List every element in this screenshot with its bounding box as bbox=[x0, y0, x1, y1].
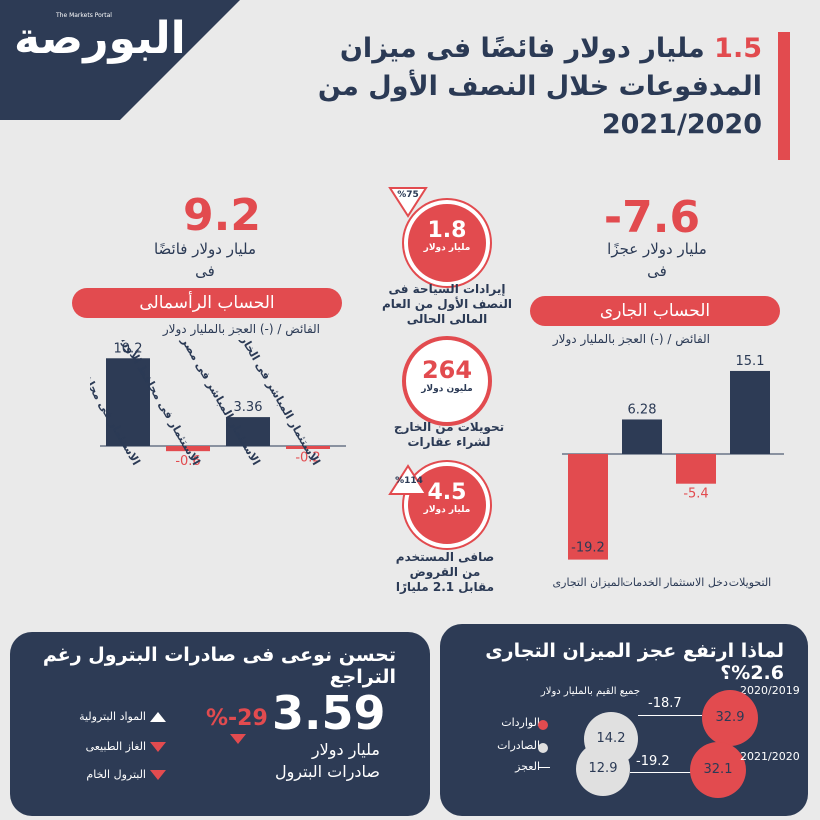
bar-value-label-2: -5.4 bbox=[683, 487, 708, 502]
petroleum-unit: مليار دولار bbox=[311, 740, 380, 759]
bar-value-label-0: 10.2 bbox=[114, 341, 143, 356]
deficit-value-2: -19.2 bbox=[636, 754, 670, 769]
logo-corner bbox=[0, 0, 240, 120]
bar-2 bbox=[676, 454, 716, 484]
remit-circle: 264 مليون دولار bbox=[402, 336, 492, 426]
bar-0 bbox=[568, 454, 608, 560]
remit-value: 264 bbox=[421, 356, 473, 384]
current-label-in: فى bbox=[647, 262, 667, 280]
bar-0 bbox=[106, 358, 150, 446]
capital-big-value: 9.2 bbox=[183, 190, 261, 241]
legend-down-icon bbox=[150, 742, 166, 752]
tourism-circle: 1.8 مليار دولار bbox=[404, 200, 490, 286]
headline-accent-bar bbox=[778, 32, 790, 160]
capital-label-in: فى bbox=[195, 262, 215, 280]
deficit-value-1: -18.7 bbox=[648, 696, 682, 711]
bar-value-label-1: 6.28 bbox=[628, 402, 657, 417]
petroleum-value: 3.59 bbox=[272, 686, 386, 740]
tourism-up-badge bbox=[388, 187, 428, 218]
loans-badge-text: %114 bbox=[395, 476, 423, 486]
bar-value-label-2: 3.36 bbox=[234, 400, 263, 415]
remit-caption: تحويلات من الخارج لشراء عقارات bbox=[393, 420, 505, 449]
deficit-line-1 bbox=[638, 715, 702, 716]
current-chart: -19.2 الميزان التجارى 6.28 الخدمات -5.4 دخل ا… bbox=[553, 354, 784, 589]
bar-value-label-3: -0.2 bbox=[295, 451, 320, 466]
legend-crude-oil: البترول الخام bbox=[86, 768, 146, 781]
bar-2 bbox=[226, 417, 270, 446]
legend-deficit-line bbox=[538, 767, 550, 768]
trade-year-1: 2020/2019 bbox=[740, 684, 800, 697]
tourism-unit: مليار دولار bbox=[423, 243, 471, 253]
trade-panel: لماذا ارتفع عجز الميزان التجارى 2.6%؟ 20… bbox=[440, 624, 808, 816]
bar-3 bbox=[730, 370, 770, 454]
bar-3 bbox=[286, 446, 330, 449]
exports-circle-2: 12.9 bbox=[576, 742, 630, 796]
petroleum-panel: تحسن نوعى فى صادرات البترول رغم التراجع … bbox=[10, 632, 430, 816]
deficit-line-2 bbox=[630, 772, 694, 773]
loans-circle: 4.5 مليار دولار bbox=[404, 462, 490, 548]
bar-1 bbox=[622, 419, 662, 454]
legend-petroleum-products: المواد البترولية bbox=[79, 710, 146, 723]
legend-exports: الصادرات bbox=[497, 739, 540, 752]
trade-year-2: 2021/2020 bbox=[740, 750, 800, 763]
tourism-caption: إيرادات السياحة فى النصف الأول من العام … bbox=[381, 282, 512, 326]
loans-up-badge bbox=[388, 464, 428, 495]
headline-number: 1.5 bbox=[714, 33, 762, 64]
bar-value-label-1: -0.6 bbox=[175, 454, 200, 469]
remit-unit: مليون دولار bbox=[421, 384, 473, 394]
imports-circle-1: 32.9 bbox=[702, 690, 758, 746]
tourism-badge-text: %75 bbox=[397, 190, 419, 200]
capital-axis-note: الفائض / (-) العجز بالمليار دولار bbox=[162, 322, 320, 336]
current-big-value: -7.6 bbox=[603, 192, 701, 243]
legend-down-icon-2 bbox=[150, 770, 166, 780]
bar-1 bbox=[166, 446, 210, 452]
trade-title: لماذا ارتفع عجز الميزان التجارى 2.6%؟ bbox=[485, 640, 784, 684]
bar-value-label-0: -19.2 bbox=[571, 541, 605, 556]
logo[interactable]: البورصة bbox=[14, 13, 187, 64]
trade-note: جميع القيم بالمليار دولار bbox=[540, 686, 640, 697]
category-label-1: الخدمات bbox=[623, 576, 662, 589]
legend-natural-gas: الغاز الطبيعى bbox=[85, 740, 146, 753]
legend-imports-dot bbox=[538, 720, 548, 730]
petroleum-change: %-29 bbox=[206, 706, 268, 731]
petroleum-down-icon bbox=[230, 734, 246, 744]
tourism-value: 1.8 bbox=[427, 218, 467, 243]
category-label-3: التحويلات bbox=[729, 576, 772, 589]
current-label: مليار دولار عجزًا bbox=[607, 240, 707, 258]
logo-tagline: The Markets Portal bbox=[56, 12, 112, 19]
loans-unit: مليار دولار bbox=[423, 505, 471, 515]
petroleum-title: تحسن نوعى فى صادرات البترول رغم التراجع bbox=[42, 644, 396, 688]
legend-deficit: العجز bbox=[515, 760, 540, 773]
capital-label: مليار دولار فائضًا bbox=[153, 240, 257, 258]
category-label-2: دخل الاستثمار bbox=[663, 576, 728, 589]
petroleum-caption: صادرات البترول bbox=[274, 762, 380, 781]
headline: 1.5 مليار دولار فائضًا فى ميزان المدفوعا… bbox=[282, 30, 762, 144]
category-label-0: الميزان التجارى bbox=[553, 576, 624, 589]
imports-circle-2: 32.1 bbox=[690, 742, 746, 798]
capital-account-pill: الحساب الرأسمالى bbox=[72, 288, 342, 318]
current-axis-note: الفائض / (-) العجز بالمليار دولار bbox=[552, 332, 710, 346]
loans-value: 4.5 bbox=[427, 480, 467, 505]
loans-caption: صافى المستخدم من القروض مقابل 2.1 مليارً… bbox=[395, 550, 495, 594]
headline-text: مليار دولار فائضًا فى ميزان المدفوعات خل… bbox=[317, 33, 762, 140]
legend-imports: الواردات bbox=[501, 716, 540, 729]
bar-value-label-3: 15.1 bbox=[736, 354, 765, 369]
current-account-pill: الحساب الجارى bbox=[530, 296, 780, 326]
legend-up-icon bbox=[150, 712, 166, 722]
legend-exports-dot bbox=[538, 743, 548, 753]
